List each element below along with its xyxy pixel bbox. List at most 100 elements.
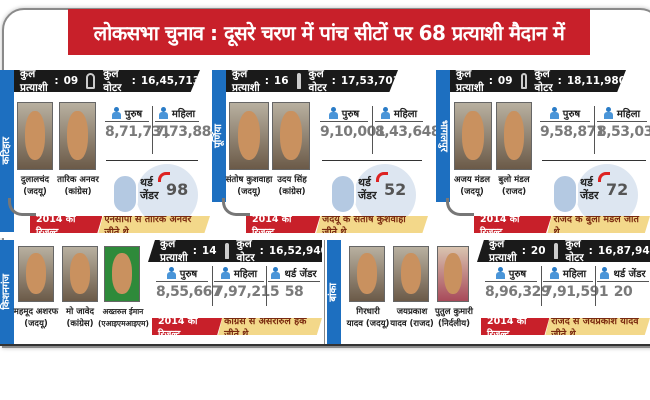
voters-count: 16,87,940 [597,245,650,257]
candidate-photo [229,102,269,170]
divider [212,266,213,306]
male-stat: पुरुष 8,96,329 [485,266,551,300]
arrow-icon [376,172,388,182]
divider [266,266,267,306]
sidebar-label: किशनगंज [0,240,14,344]
candidate-name: बुलो मंडल (राजद) [498,175,530,197]
fingerprint-icon [224,243,229,259]
result-2014: 2014 का रिजल्ट राजद से जयप्रकाश यादव जीते… [481,318,650,335]
person-icon [111,107,121,119]
person-icon [166,267,176,279]
candidates-count: 09 [63,75,79,87]
stats-header: कुल प्रत्याशी:14 कुल वोटर:16,52,940 [148,240,322,262]
fingerprint-icon [520,73,527,89]
stats-header: कुल प्रत्याशी:16 कुल वोटर:17,53,701 [226,70,398,92]
male-stat: पुरुष 9,10,001 [320,106,386,140]
sidebar-label: पूर्णिया [212,70,226,202]
fingerprint-icon [296,73,301,89]
third-gender-stat: थर्ड जेंडर 72 [552,164,638,230]
third-gender-stat: थर्ड जेंडर 58 [268,266,320,300]
male-stat: पुरुष 9,58,871 [540,106,606,140]
result-2014: 2014 का रिजल्ट राजद के बुलो मंडल जीते थे [474,216,650,233]
candidates-count: 16 [273,75,289,87]
voters-count: 16,45,713 [140,75,200,87]
candidate-name: गिरधारी यादव (जदयू) [346,307,390,329]
candidate-photo [437,246,469,302]
divider [542,160,646,161]
female-stat: महिला 7,91,591 [543,266,609,300]
result-2014: 2014 का रिजल्ट कांग्रेस से असरारुल हक जीत… [152,318,322,335]
candidate-name: उदय सिंह (कांग्रेस) [277,175,307,197]
person-icon [552,174,578,214]
candidates-count: 14 [201,245,217,257]
candidate-name: तारिक अनवर (कांग्रेस) [57,175,99,197]
sidebar-label: कटिहार [0,70,14,232]
person-icon [549,267,559,279]
candidate-photo [454,102,492,170]
result-2014: 2014 का रिजल्ट जदयू के संतोष कुशवाहा जीते… [246,216,428,233]
candidate-photo [17,102,53,170]
arrow-icon [222,198,250,216]
sidebar-label: भागलपुर [436,70,450,202]
person-icon [220,267,230,279]
stats-header: कुल प्रत्याशी:20 कुल वोटर:16,87,940 [477,240,650,262]
person-icon [603,107,613,119]
section-katihar: कटिहार कुल प्रत्याशी:09 कुल वोटर:16,45,7… [0,70,221,238]
candidate-photo [62,246,98,302]
person-icon [271,267,281,279]
arrow-icon [446,198,474,216]
section-purnia: पूर्णिया कुल प्रत्याशी:16 कुल वोटर:17,53… [212,70,441,238]
candidate-name: संतोष कुशवाहा (जदयू) [225,175,273,197]
candidate-photo [349,246,385,302]
female-stat: महिला 7,97,215 [214,266,280,300]
divider [106,160,198,161]
candidate-name: मो जावेद (कांग्रेस) [66,307,94,329]
voters-count: 17,53,701 [340,75,400,87]
third-gender-stat: थर्ड जेंडर 52 [330,164,416,230]
fingerprint-icon [86,73,96,89]
candidate-name: पुतुल कुमारी (निर्दलीय) [435,307,473,329]
arrow-icon [8,198,36,216]
section-banka: बांका गिरधारी यादव (जदयू) जयप्रकाश यादव (र… [327,240,650,344]
person-icon [112,174,138,214]
arrow-icon [598,172,610,182]
candidate-name: दुलालचंद (जदयू) [20,175,50,197]
person-icon [549,107,559,119]
female-stat: महिला 7,73,884 [155,106,221,140]
candidate-name: अजय मंडल (जदयू) [453,175,491,197]
male-stat: पुरुष 8,71,731 [105,106,171,140]
divider [152,106,153,154]
person-icon [495,267,505,279]
result-2014: 2014 का रिजल्ट एनसीपी से तारिक अनवर जीते … [30,216,210,233]
candidates-count: 09 [497,75,513,87]
sidebar-label: बांका [327,240,341,344]
candidate-name: महमूद अशरफ (जदयू) [13,307,59,329]
divider [541,266,542,306]
female-stat: महिला8,53,037 [597,106,650,140]
voters-count: 16,52,940 [268,245,328,257]
third-gender-stat: थर्ड जेंडर 20 [597,266,649,300]
divider [324,240,325,344]
person-icon [330,174,356,214]
stats-header: कुल प्रत्याशी:09 कुल वोटर:18,11,980 [450,70,626,92]
divider [322,160,422,161]
section-kishanganj: किशनगंज महमूद अशरफ (जदयू) मो जावेद (कांग्र… [0,240,322,344]
person-icon [158,107,168,119]
person-icon [600,267,610,279]
arrow-icon [158,172,170,182]
bottom-rule [0,344,650,346]
candidate-photo [393,246,429,302]
divider [372,106,373,154]
person-icon [328,107,338,119]
divider [595,266,596,306]
candidate-photo [272,102,310,170]
stats-header: कुल प्रत्याशी:09 कुल वोटर:16,45,713 [14,70,200,92]
person-icon [380,107,390,119]
candidate-name: जयप्रकाश यादव (राजद) [390,307,434,329]
candidate-photo [496,102,532,170]
fingerprint-icon [553,243,558,259]
candidate-photo [104,246,140,302]
section-bhagalpur: भागलपुर कुल प्रत्याशी:09 कुल वोटर:18,11,… [436,70,650,238]
candidate-photo [18,246,54,302]
candidate-name: अख्तरुल ईमान (एआइएमआइएम) [98,307,149,328]
